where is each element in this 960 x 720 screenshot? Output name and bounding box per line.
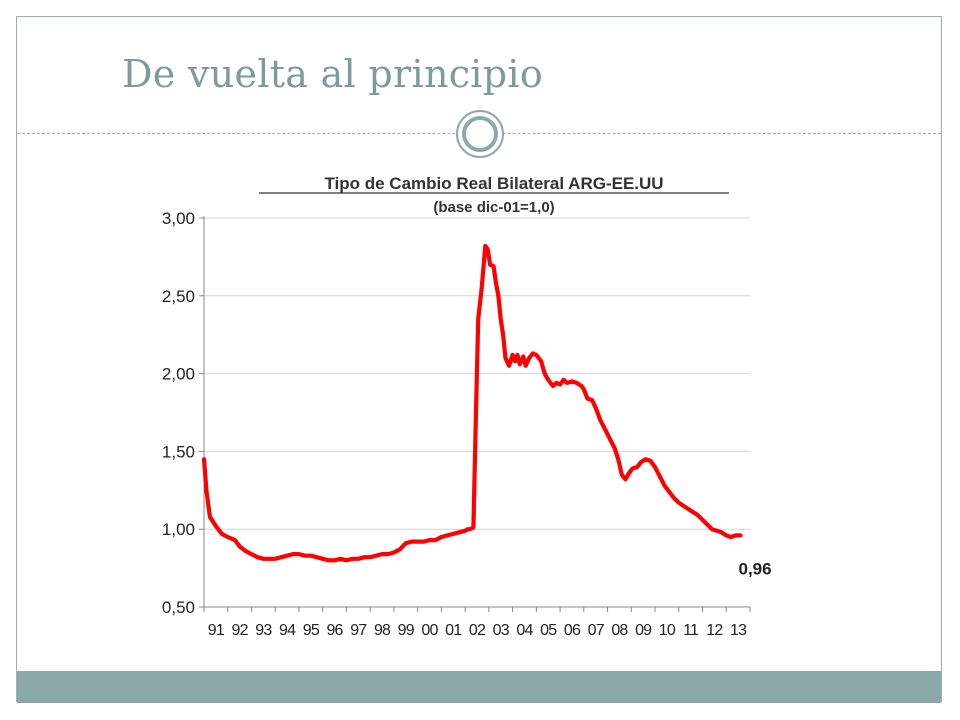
x-tick-label: 11 — [683, 622, 699, 639]
x-tick-label: 94 — [279, 622, 296, 639]
x-tick-label: 02 — [469, 622, 486, 639]
y-tick-label: 0,50 — [162, 598, 195, 617]
exchange-rate-chart: Tipo de Cambio Real Bilateral ARG-EE.UU … — [162, 174, 772, 639]
circle-ornament-icon — [456, 110, 504, 158]
slide-title: De vuelta al principio — [122, 52, 544, 96]
x-tick-label: 08 — [611, 622, 628, 639]
x-tick-label: 12 — [706, 622, 723, 639]
x-tick-label: 99 — [398, 622, 415, 639]
y-tick-label: 1,00 — [162, 520, 195, 539]
y-axis: 0,50 1,00 1,50 2,00 2,50 3,00 — [162, 209, 205, 617]
footer-band — [17, 671, 941, 703]
x-tick-label: 10 — [659, 622, 676, 639]
x-tick-label: 97 — [350, 622, 367, 639]
chart-series — [201, 243, 743, 563]
chart-title: Tipo de Cambio Real Bilateral ARG-EE.UU — [324, 174, 663, 193]
chart-subtitle: (base dic-01=1,0) — [433, 199, 554, 216]
x-tick-label: 00 — [421, 622, 438, 639]
x-tick-label: 13 — [730, 622, 747, 639]
x-tick-label: 06 — [564, 622, 581, 639]
end-value-label: 0,96 — [739, 559, 772, 578]
y-tick-label: 2,00 — [162, 365, 195, 384]
x-tick-label: 93 — [255, 622, 272, 639]
x-tick-label: 03 — [493, 622, 510, 639]
x-tick-label: 07 — [588, 622, 605, 639]
x-tick-label: 05 — [540, 622, 557, 639]
x-tick-label: 96 — [326, 622, 343, 639]
x-tick-label: 95 — [303, 622, 320, 639]
series-line — [201, 243, 743, 563]
x-tick-label: 01 — [445, 622, 462, 639]
x-tick-label: 04 — [516, 622, 533, 639]
x-tick-label: 98 — [374, 622, 391, 639]
y-tick-label: 2,50 — [162, 287, 195, 306]
x-tick-label: 91 — [208, 622, 225, 639]
chart-annotations: 0,96 — [739, 559, 772, 578]
y-tick-label: 3,00 — [162, 209, 195, 228]
x-tick-label: 92 — [232, 622, 249, 639]
x-axis: 91 92 93 94 95 96 97 98 99 00 01 02 03 04 05 06 07 08 09 10… — [203, 606, 751, 639]
y-tick-label: 1,50 — [162, 442, 195, 461]
x-tick-label: 09 — [635, 622, 652, 639]
